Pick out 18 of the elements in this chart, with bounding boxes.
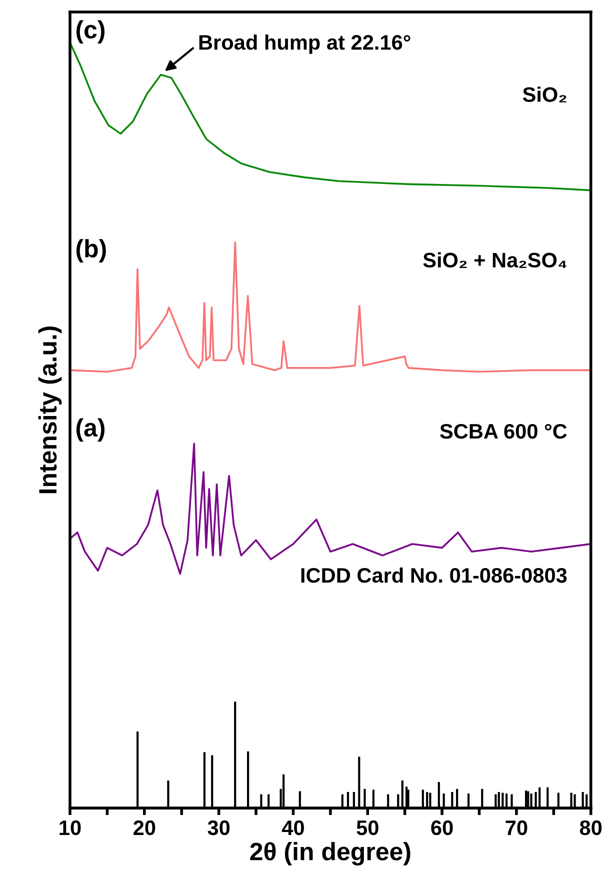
x-tick-label: 10 [60,820,81,836]
x-tick-label: 50 [356,820,378,836]
x-tick-label: 60 [431,820,453,836]
y-axis-title: Intensity (a.u.) [38,326,62,494]
annotation: ICDD Card No. 01-086-0803 [301,567,567,583]
annotation: SiO₂ [522,86,566,102]
x-tick-label: 80 [580,820,602,836]
x-tick-label: 30 [208,820,230,836]
x-axis-title: 2θ (in degree) [250,842,410,866]
x-tick-label: 70 [506,820,528,836]
annotation: (b) [76,239,106,262]
annotation: (c) [76,20,105,44]
x-tick-label: 20 [134,820,156,836]
annotation: SiO₂ + Na₂SO₄ [423,252,566,268]
annotation: Broad hump at 22.16° [199,34,410,54]
annotation: (a) [76,418,105,442]
x-tick-label: 40 [282,820,304,836]
annotation: SCBA 600 °C [440,424,567,439]
